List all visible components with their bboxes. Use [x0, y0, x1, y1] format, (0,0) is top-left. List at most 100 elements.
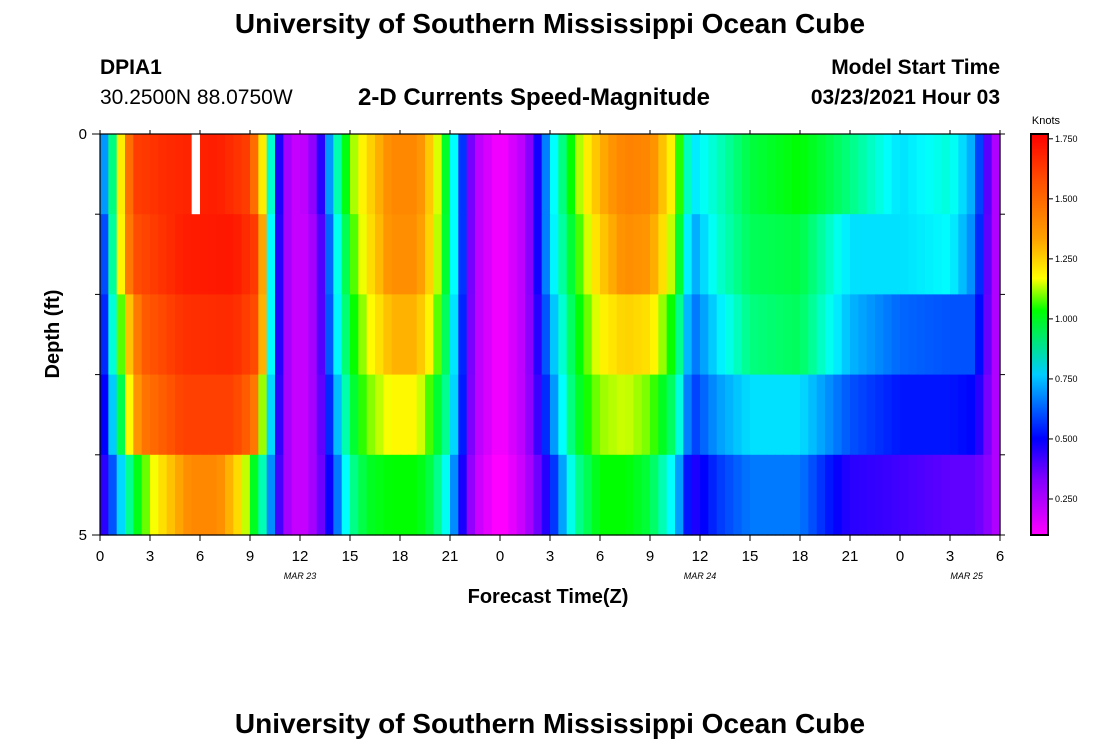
heatmap-cell — [633, 374, 643, 456]
heatmap-cell — [633, 454, 643, 536]
heatmap-cell — [308, 374, 318, 456]
heatmap-cell — [216, 214, 226, 295]
heatmap-cell — [708, 454, 718, 536]
heatmap-cell — [350, 294, 359, 376]
heatmap-cell — [250, 134, 259, 215]
heatmap-cell — [533, 214, 543, 295]
heatmap-cell — [916, 294, 926, 376]
colorbar-tick-label: 1.000 — [1055, 314, 1078, 324]
heatmap-cell — [808, 134, 818, 215]
heatmap-cell — [508, 134, 518, 215]
heatmap-cell — [150, 374, 159, 456]
heatmap-cell — [658, 134, 668, 215]
heatmap-cell — [941, 214, 951, 295]
heatmap-cell — [883, 374, 893, 456]
heatmap-cell — [208, 374, 218, 456]
heatmap-cell — [883, 214, 893, 295]
heatmap-cell — [408, 214, 418, 295]
heatmap-cell — [783, 374, 793, 456]
heatmap-cell — [800, 134, 809, 215]
colorbar-tick-label: 1.750 — [1055, 134, 1078, 144]
heatmap-cell — [641, 214, 651, 295]
heatmap-cell — [525, 214, 534, 295]
heatmap-cell — [283, 134, 293, 215]
heatmap-cell — [966, 374, 976, 456]
heatmap-cell — [566, 134, 576, 215]
heatmap-cell — [508, 454, 518, 536]
y-axis: 05 — [79, 126, 1005, 544]
heatmap-cell — [683, 454, 693, 536]
station-coordinates: 30.2500N 88.0750W — [100, 86, 293, 109]
heatmap-cell — [100, 214, 109, 295]
heatmap-cell — [966, 454, 976, 536]
heatmap-cell — [225, 134, 234, 215]
heatmap-cell — [741, 374, 751, 456]
heatmap-cell — [558, 214, 568, 295]
heatmap-cell — [116, 134, 126, 215]
heatmap-cell — [633, 134, 643, 215]
heatmap-cell — [258, 134, 268, 215]
heatmap-cell — [158, 294, 168, 376]
heatmap-cell — [675, 214, 684, 295]
heatmap-cell — [500, 294, 509, 376]
heatmap-cell — [641, 134, 651, 215]
heatmap-cell — [433, 294, 443, 376]
heatmap-cell — [650, 374, 659, 456]
heatmap-cell — [766, 134, 776, 215]
heatmap-cell — [500, 134, 509, 215]
heatmap-cell — [908, 134, 918, 215]
heatmap-cell — [866, 214, 876, 295]
heatmap-cell — [500, 374, 509, 456]
heatmap-cell — [808, 294, 818, 376]
heatmap-cell — [533, 454, 543, 536]
heatmap-cell — [383, 134, 393, 215]
x-tick-label: 21 — [842, 548, 859, 565]
heatmap-cell — [733, 294, 743, 376]
x-tick-label: 9 — [246, 548, 254, 565]
heatmap-cell — [758, 454, 768, 536]
heatmap-cell — [316, 134, 326, 215]
heatmap-cell — [991, 214, 1001, 295]
heatmap-cell — [150, 454, 159, 536]
heatmap-cell — [650, 214, 659, 295]
heatmap-cell — [766, 294, 776, 376]
heatmap-cell — [250, 374, 259, 456]
heatmap-cell — [791, 214, 801, 295]
heatmap-cell — [625, 294, 634, 376]
heatmap-cell — [583, 214, 593, 295]
heatmap-cell — [408, 134, 418, 215]
heatmap-cell — [908, 214, 918, 295]
heatmap-cell — [200, 374, 209, 456]
heatmap-cell — [300, 374, 309, 456]
heatmap-cell — [691, 214, 701, 295]
heatmap-cell — [516, 294, 526, 376]
heatmap-cell — [466, 134, 476, 215]
heatmap-cell — [425, 374, 434, 456]
heatmap-cell — [216, 294, 226, 376]
heatmap-cell — [950, 134, 959, 215]
heatmap-cell — [850, 454, 859, 536]
heatmap-cell — [675, 134, 684, 215]
heatmap-cell — [591, 294, 601, 376]
heatmap-cell — [533, 294, 543, 376]
heatmap-cell — [241, 454, 251, 536]
heatmap-cell — [550, 214, 559, 295]
heatmap-cell — [600, 294, 609, 376]
heatmap-cell — [150, 134, 159, 215]
heatmap-cell — [133, 134, 143, 215]
heatmap-cell — [591, 214, 601, 295]
date-labels: MAR 23 MAR 24 MAR 25 — [284, 571, 984, 581]
heatmap-cell — [708, 374, 718, 456]
heatmap-cell — [400, 294, 409, 376]
heatmap-cell — [166, 374, 176, 456]
heatmap-cell — [333, 454, 343, 536]
heatmap-cell — [216, 134, 226, 215]
heatmap-cell — [125, 454, 134, 536]
heatmap-cell — [983, 454, 993, 536]
colorbar-tick-label: 0.250 — [1055, 494, 1078, 504]
heatmap-cell — [541, 214, 551, 295]
heatmap-cell — [616, 134, 626, 215]
heatmap-cell — [950, 294, 959, 376]
x-tick-label: 15 — [742, 548, 759, 565]
heatmap-cell — [383, 294, 393, 376]
